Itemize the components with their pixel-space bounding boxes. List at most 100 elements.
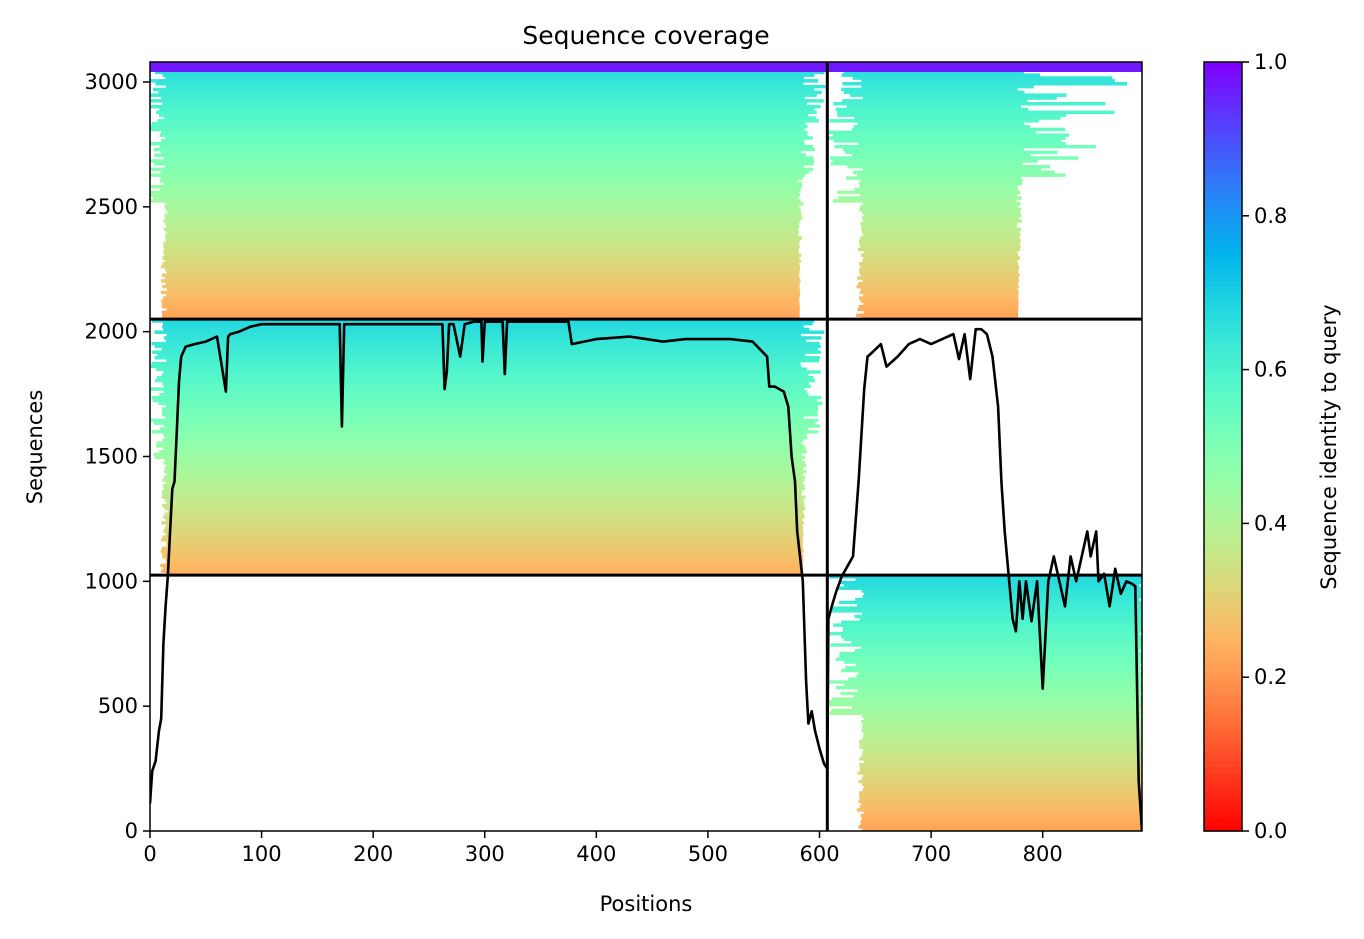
heatmap-row <box>166 560 804 565</box>
heatmap-row <box>863 811 1142 815</box>
heatmap-row <box>862 751 1142 755</box>
heatmap-row <box>859 805 1142 809</box>
colorbar-swatch <box>1204 798 1242 807</box>
x-axis-label: Positions <box>600 892 693 916</box>
heatmap-row <box>862 230 1020 235</box>
heatmap-row <box>827 130 1036 135</box>
heatmap-row <box>164 435 808 440</box>
colorbar-swatch <box>1204 106 1242 114</box>
colorbar-swatch <box>1204 177 1242 185</box>
heatmap-row <box>166 270 800 275</box>
heatmap-row <box>165 84 826 89</box>
heatmap-row <box>859 765 1142 769</box>
heatmap-row <box>844 660 1142 664</box>
colorbar-swatch <box>1204 766 1242 775</box>
heatmap-row <box>156 110 817 115</box>
heatmap-row <box>165 532 804 536</box>
heatmap-row <box>829 609 1142 613</box>
colorbar-swatch <box>1204 754 1242 762</box>
colorbar-swatch <box>1204 401 1242 409</box>
x-axis-ticks: 0 100 200 300 400 500 600 700 800 <box>143 831 1063 866</box>
heatmap-row <box>863 219 1022 223</box>
heatmap-row <box>860 222 1018 226</box>
heatmap-row <box>861 802 1142 806</box>
colorbar-swatch <box>1204 183 1242 191</box>
heatmap-row <box>846 104 1021 109</box>
heatmap-row <box>150 387 805 391</box>
colorbar-swatch <box>1204 484 1242 493</box>
heatmap-row <box>861 816 1142 821</box>
heatmap-row <box>854 116 1061 120</box>
heatmap-row <box>860 273 1020 277</box>
colorbar-swatch <box>1204 561 1242 569</box>
heatmap-row <box>150 193 801 197</box>
colorbar-swatch <box>1204 260 1242 268</box>
heatmap-row <box>154 356 820 360</box>
heatmap-row <box>150 199 801 203</box>
heatmap-row <box>166 541 803 545</box>
colorbar-tick-label: 0.6 <box>1254 358 1287 382</box>
heatmap-row <box>863 302 1019 306</box>
heatmap-row <box>150 99 824 103</box>
colorbar-swatch <box>1204 549 1242 557</box>
heatmap-row <box>161 96 805 100</box>
heatmap-block <box>150 62 828 320</box>
colorbar-swatch <box>1204 651 1242 659</box>
heatmap-row <box>162 256 800 260</box>
colorbar-swatch <box>1204 734 1242 742</box>
colorbar-swatch <box>1204 408 1242 416</box>
heatmap-row <box>165 239 800 243</box>
heatmap-row <box>857 122 1025 126</box>
colorbar-swatch <box>1204 138 1242 147</box>
heatmap-row <box>859 193 1018 197</box>
colorbar-swatch <box>1204 190 1242 198</box>
heatmap-row <box>859 239 1021 243</box>
heatmap-row <box>859 762 1142 767</box>
heatmap-row <box>162 413 819 417</box>
heatmap-row <box>150 173 806 177</box>
colorbar-swatch <box>1204 420 1242 428</box>
colorbar-swatch <box>1204 702 1242 710</box>
heatmap-row <box>861 737 1141 741</box>
heatmap-row <box>164 259 802 263</box>
colorbar-swatch <box>1204 363 1242 371</box>
heatmap-row <box>163 156 814 160</box>
colorbar-swatch <box>1204 465 1242 473</box>
heatmap-row <box>159 450 807 454</box>
heatmap-row <box>856 313 1019 317</box>
heatmap-row <box>165 236 803 240</box>
heatmap-row <box>151 122 806 126</box>
heatmap-row <box>163 529 804 533</box>
heatmap-row <box>162 489 803 494</box>
heatmap-row <box>850 93 1067 97</box>
colorbar-swatch <box>1204 81 1242 89</box>
colorbar-swatch <box>1204 568 1242 576</box>
x-tick-label: 800 <box>1023 842 1063 866</box>
heatmap-row <box>863 748 1141 752</box>
coverage-line-group <box>150 320 1142 831</box>
heatmap-row <box>163 384 811 388</box>
colorbar-swatch <box>1204 113 1242 121</box>
heatmap-row <box>851 640 1142 644</box>
heatmap-row <box>151 319 815 323</box>
x-tick-label: 600 <box>799 842 839 866</box>
colorbar-swatch <box>1204 452 1242 461</box>
heatmap-row <box>832 199 1017 203</box>
colorbar-swatch <box>1204 683 1242 691</box>
colorbar-swatch <box>1204 593 1242 601</box>
heatmap-row <box>161 302 800 306</box>
heatmap-top-strip <box>150 62 828 72</box>
heatmap-row <box>161 521 804 525</box>
heatmap-row <box>862 96 1057 100</box>
heatmap-row <box>839 654 1142 659</box>
heatmap-row <box>859 791 1142 795</box>
heatmap-row <box>859 182 1022 186</box>
coverage-heatmap <box>150 62 1142 831</box>
heatmap-row <box>164 467 804 471</box>
heatmap-row <box>165 464 807 468</box>
heatmap-row <box>159 133 808 137</box>
heatmap-row <box>162 535 803 539</box>
heatmap-row <box>164 469 807 474</box>
colorbar-swatch <box>1204 235 1242 243</box>
heatmap-row <box>864 250 1018 255</box>
